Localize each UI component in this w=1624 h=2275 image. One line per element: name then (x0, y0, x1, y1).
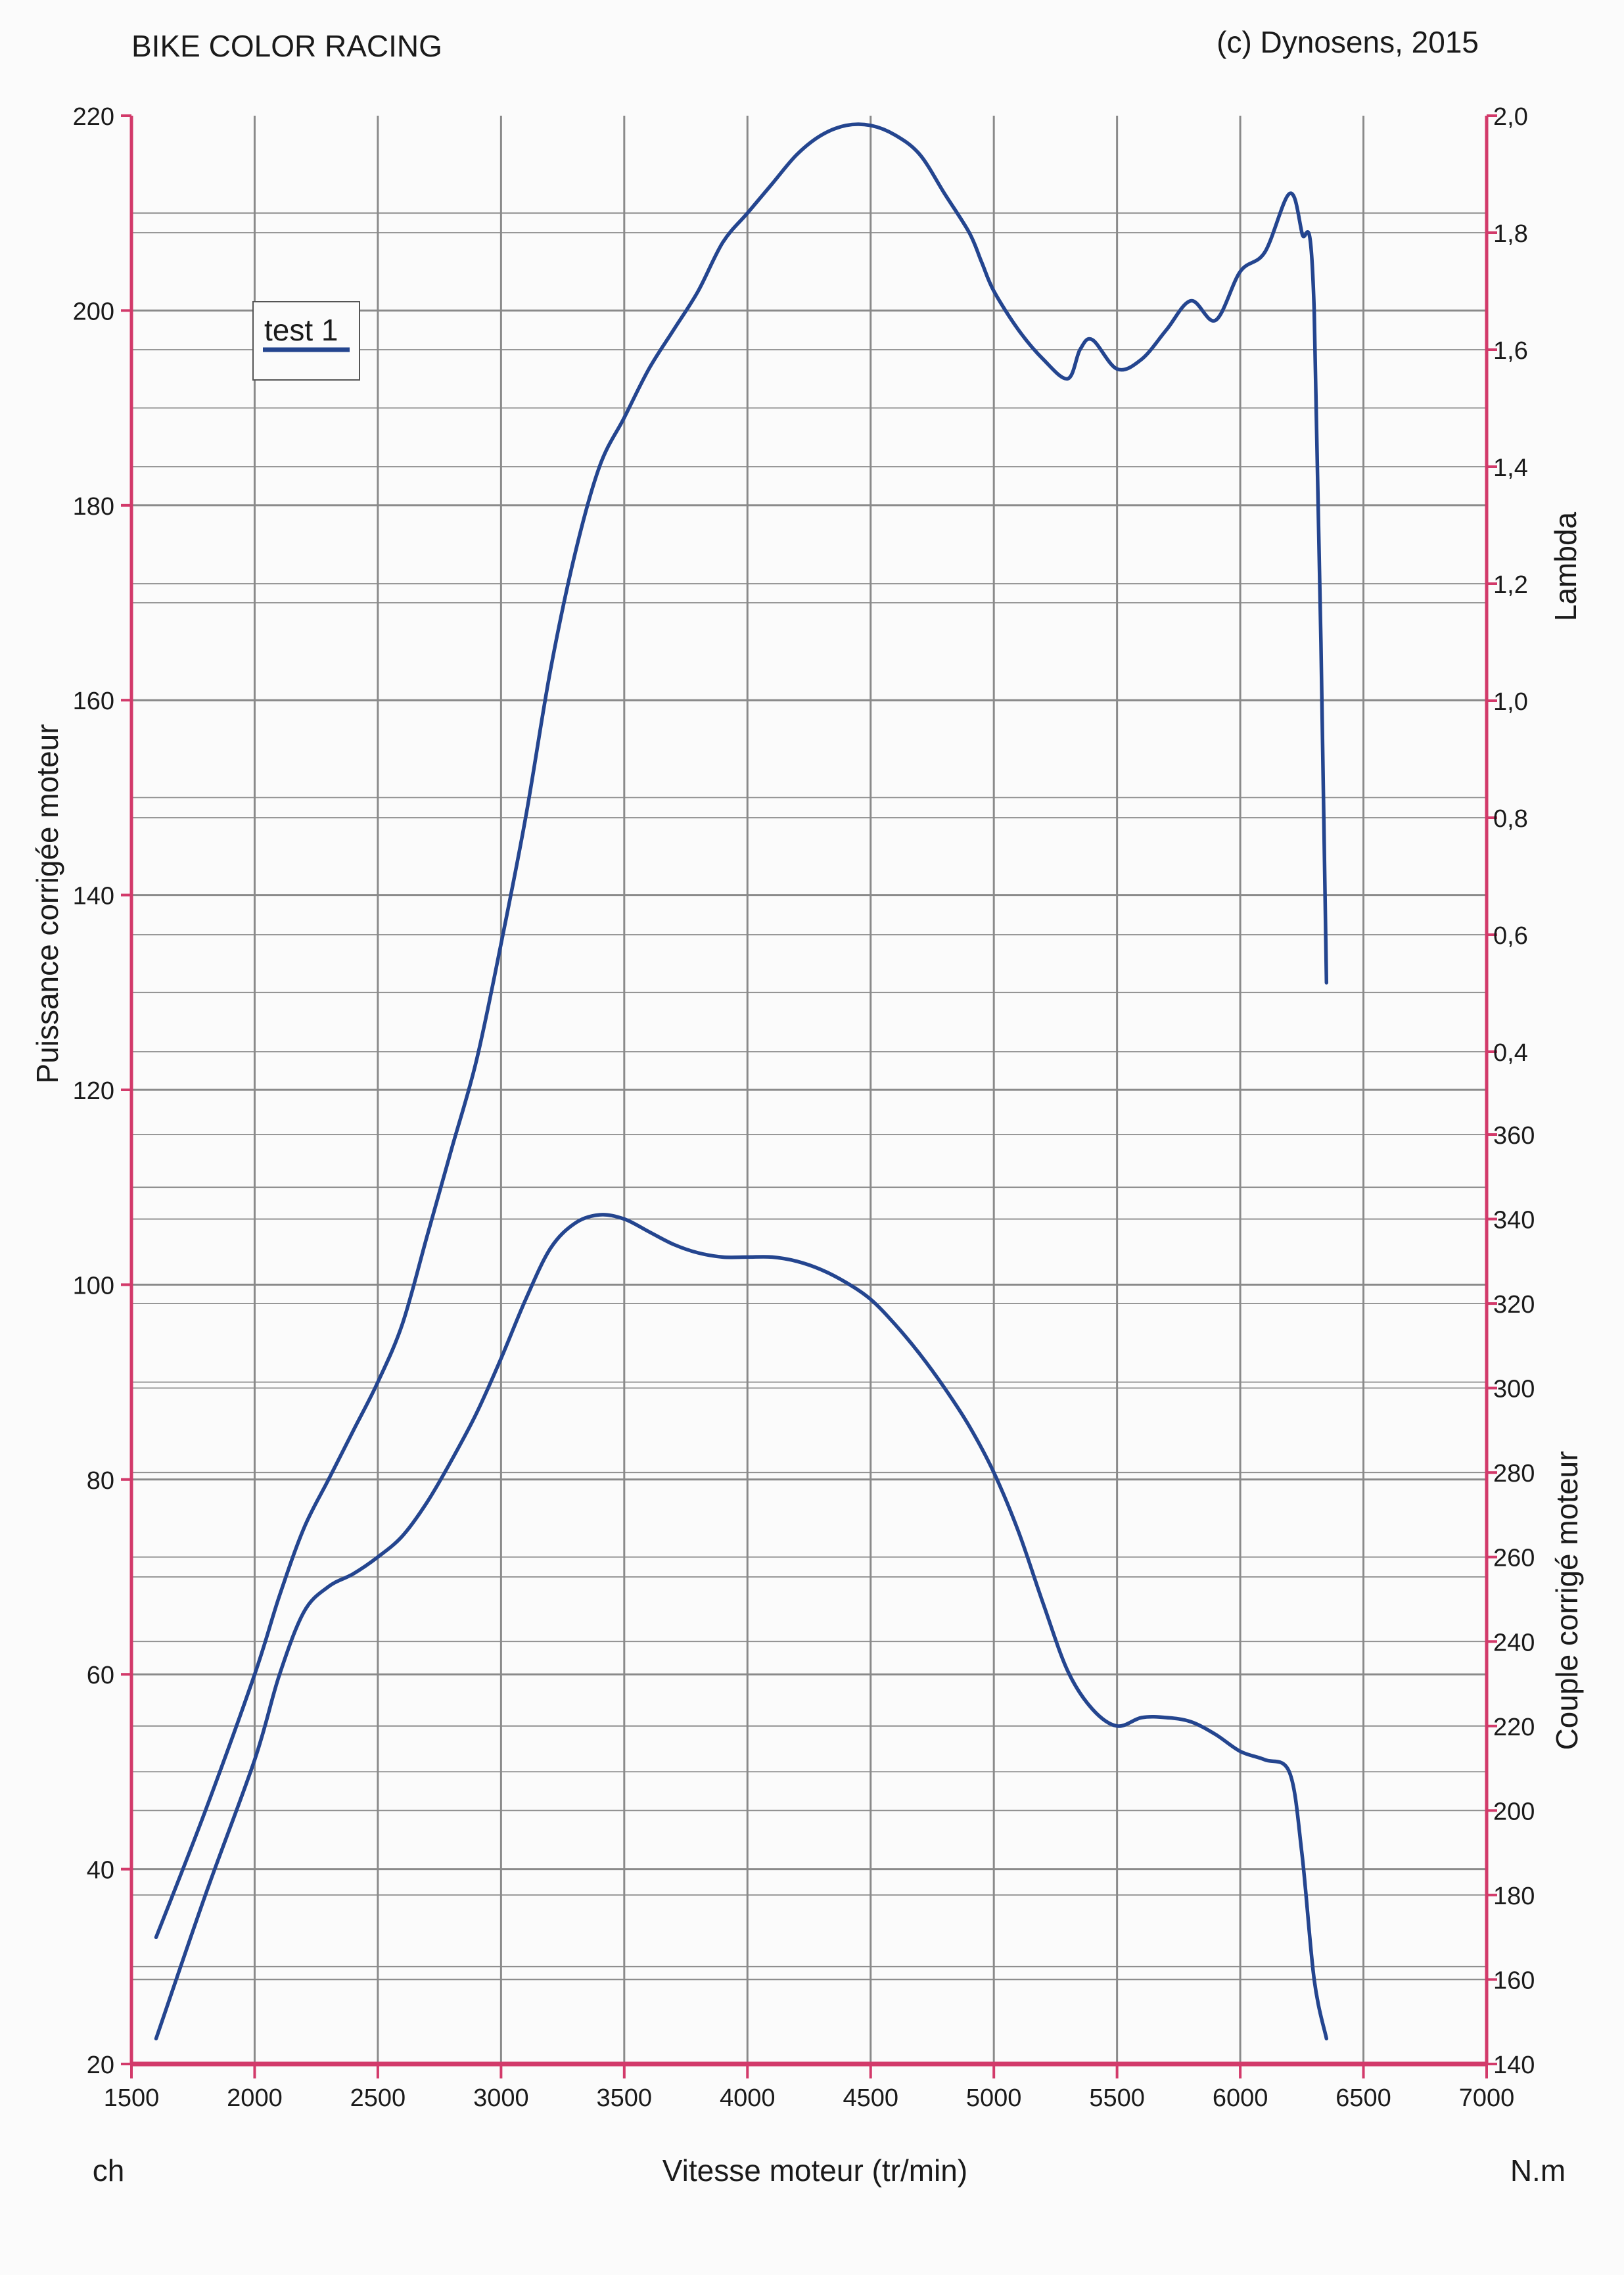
torque-curve (154, 1213, 1329, 2041)
chart-series (154, 122, 1329, 2041)
y-left-tick-label: 160 (73, 688, 114, 715)
lambda-tick-label: 1,6 (1493, 337, 1528, 365)
power-curve (154, 122, 1329, 1940)
y-axis-left-label: Puissance corrigée moteur (30, 724, 64, 1083)
x-tick-label: 5000 (966, 2084, 1022, 2112)
y-left-tick-label: 140 (73, 883, 114, 910)
x-axis-label: Vitesse moteur (tr/min) (662, 2153, 967, 2188)
torque-tick-label: 160 (1493, 1967, 1535, 1994)
chart-axes (121, 114, 1497, 2078)
torque-tick-label: 260 (1493, 1545, 1535, 1572)
torque-tick-label: 240 (1493, 1629, 1535, 1656)
tick-labels: 1500 2000 2500 3000 3500 4000 4500 5000 5500 6000… (73, 103, 1535, 2112)
x-tick-label: 2000 (227, 2084, 283, 2112)
x-tick-label: 3500 (597, 2084, 653, 2112)
x-tick-label: 2500 (350, 2084, 406, 2112)
x-tick-label: 4000 (720, 2084, 776, 2112)
y-left-tick-label: 120 (73, 1077, 114, 1105)
torque-tick-label: 320 (1493, 1291, 1535, 1319)
torque-tick-label: 300 (1493, 1376, 1535, 1403)
y-left-tick-label: 40 (87, 1857, 114, 1885)
lambda-tick-label: 0,4 (1493, 1039, 1528, 1067)
x-tick-label: 4500 (843, 2084, 898, 2112)
x-tick-label: 3000 (473, 2084, 529, 2112)
y-left-tick-label: 80 (87, 1467, 114, 1495)
y-left-tick-label: 180 (73, 493, 114, 521)
x-tick-label: 7000 (1459, 2084, 1515, 2112)
unit-left: ch (93, 2153, 125, 2188)
y-left-tick-label: 100 (73, 1272, 114, 1300)
chart-grid (131, 116, 1487, 2064)
x-tick-label: 6500 (1335, 2084, 1391, 2112)
x-tick-label: 1500 (104, 2084, 160, 2112)
lambda-tick-label: 1,8 (1493, 220, 1528, 248)
header-right: (c) Dynosens, 2015 (1217, 25, 1479, 59)
y-left-tick-label: 200 (73, 298, 114, 325)
torque-tick-label: 140 (1493, 2052, 1535, 2079)
header-left: BIKE COLOR RACING (131, 29, 442, 63)
y-axis-torque-label: Couple corrigé moteur (1550, 1451, 1584, 1750)
torque-tick-label: 180 (1493, 1883, 1535, 1910)
unit-right: N.m (1510, 2153, 1566, 2188)
y-axis-lambda-label: Lambda (1548, 511, 1583, 621)
x-tick-label: 6000 (1213, 2084, 1268, 2112)
x-tick-label: 5500 (1089, 2084, 1145, 2112)
lambda-tick-label: 2,0 (1493, 103, 1528, 131)
torque-tick-label: 200 (1493, 1798, 1535, 1825)
torque-tick-label: 360 (1493, 1122, 1535, 1150)
lambda-tick-label: 0,8 (1493, 805, 1528, 833)
y-left-tick-label: 60 (87, 1662, 114, 1689)
torque-tick-label: 340 (1493, 1207, 1535, 1234)
legend: test 1 (252, 301, 360, 381)
y-left-tick-label: 20 (87, 2052, 114, 2079)
legend-box (252, 301, 360, 381)
lambda-tick-label: 1,2 (1493, 571, 1528, 599)
lambda-tick-label: 1,4 (1493, 454, 1528, 482)
torque-tick-label: 220 (1493, 1714, 1535, 1741)
y-left-tick-label: 220 (73, 103, 114, 131)
lambda-tick-label: 1,0 (1493, 688, 1528, 716)
torque-tick-label: 280 (1493, 1460, 1535, 1488)
lambda-tick-label: 0,6 (1493, 922, 1528, 950)
legend-label: test 1 (264, 313, 338, 347)
